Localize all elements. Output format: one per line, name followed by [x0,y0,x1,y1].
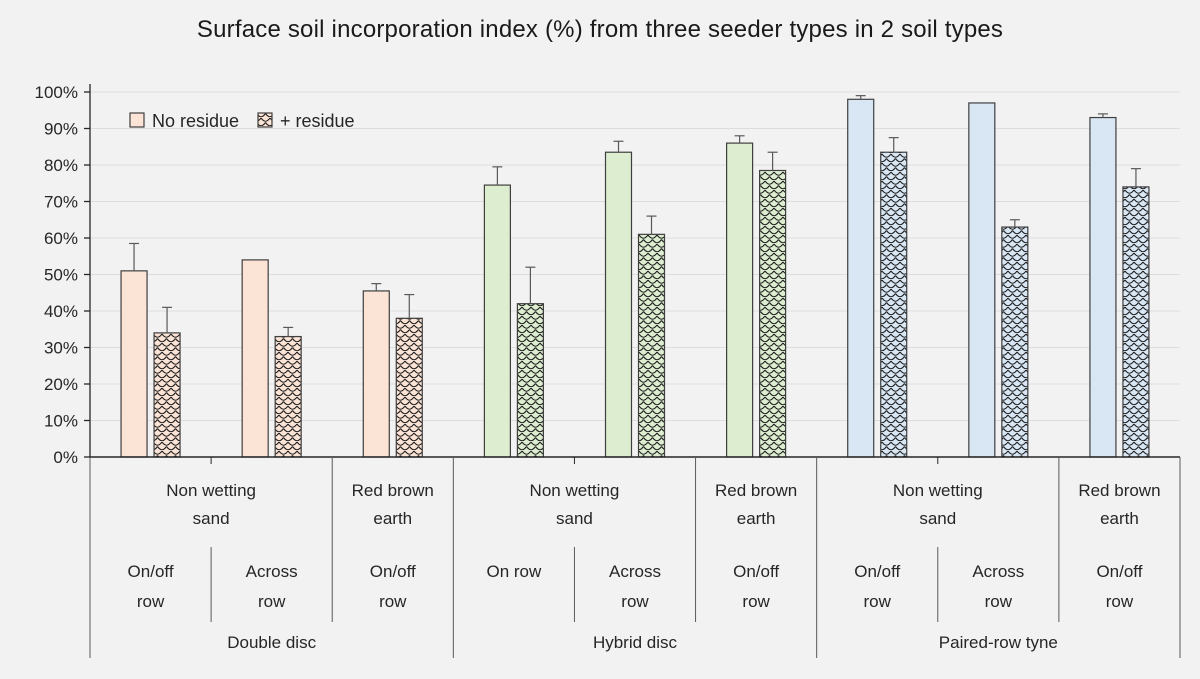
row-label: row [379,592,407,611]
bar-no-residue [847,98,875,458]
soil-label: Red brown [352,481,434,500]
seeder-label: Hybrid disc [593,633,678,652]
bar-plus-residue [880,151,908,458]
bar-plus-residue [274,335,302,458]
row-label: row [137,592,165,611]
row-label: On/off [854,562,900,581]
soil-label: Non wetting [530,481,620,500]
legend-label-plus-residue: + residue [280,111,355,131]
bar-plus-residue [637,233,666,458]
soil-label: Red brown [1078,481,1160,500]
soil-label: Non wetting [893,481,983,500]
row-label: row [621,592,649,611]
bar-no-residue [362,290,390,458]
y-tick-label: 80% [44,156,78,175]
bar-no-residue [604,151,633,458]
row-label: Across [972,562,1024,581]
bar-plus-residue [516,303,544,458]
row-label: row [985,592,1013,611]
y-tick-label: 20% [44,375,78,394]
soil-label: sand [193,509,230,528]
y-tick-label: 0% [53,448,78,467]
row-label: row [742,592,770,611]
soil-label: Non wetting [166,481,256,500]
bar-no-residue [1089,116,1117,458]
y-tick-label: 10% [44,412,78,431]
soil-label: Red brown [715,481,797,500]
row-label: On row [486,562,542,581]
soil-label: earth [1100,509,1139,528]
y-tick-label: 60% [44,229,78,248]
soil-label: earth [373,509,412,528]
bar-no-residue [968,102,996,458]
y-tick-label: 70% [44,193,78,212]
bar-plus-residue [395,317,423,458]
row-label: On/off [733,562,779,581]
bar-no-residue [483,184,511,458]
y-tick-label: 90% [44,120,78,139]
row-label: On/off [1096,562,1142,581]
y-tick-label: 40% [44,302,78,321]
bar-no-residue [726,142,754,458]
chart-title: Surface soil incorporation index (%) fro… [196,16,1004,43]
row-label: On/off [128,562,174,581]
bar-plus-residue [759,169,787,458]
soil-label: sand [556,509,593,528]
row-label: Across [246,562,298,581]
legend-swatch-no-residue [129,112,145,128]
bar-plus-residue [1001,226,1029,458]
bar-plus-residue [153,332,181,458]
row-label: row [1106,592,1134,611]
legend-swatch-plus-residue [257,112,273,128]
seeder-label: Double disc [227,633,316,652]
seeder-label: Paired-row tyne [939,633,1058,652]
soil-label: earth [737,509,776,528]
bar-no-residue [241,259,269,458]
row-label: On/off [370,562,416,581]
row-label: Across [609,562,661,581]
y-tick-label: 30% [44,339,78,358]
bar-no-residue [120,270,148,458]
soil-label: sand [919,509,956,528]
y-tick-label: 50% [44,266,78,285]
row-label: row [258,592,286,611]
y-tick-label: 100% [35,83,78,102]
legend-label-no-residue: No residue [152,111,239,131]
row-label: row [864,592,892,611]
bar-plus-residue [1122,186,1150,458]
